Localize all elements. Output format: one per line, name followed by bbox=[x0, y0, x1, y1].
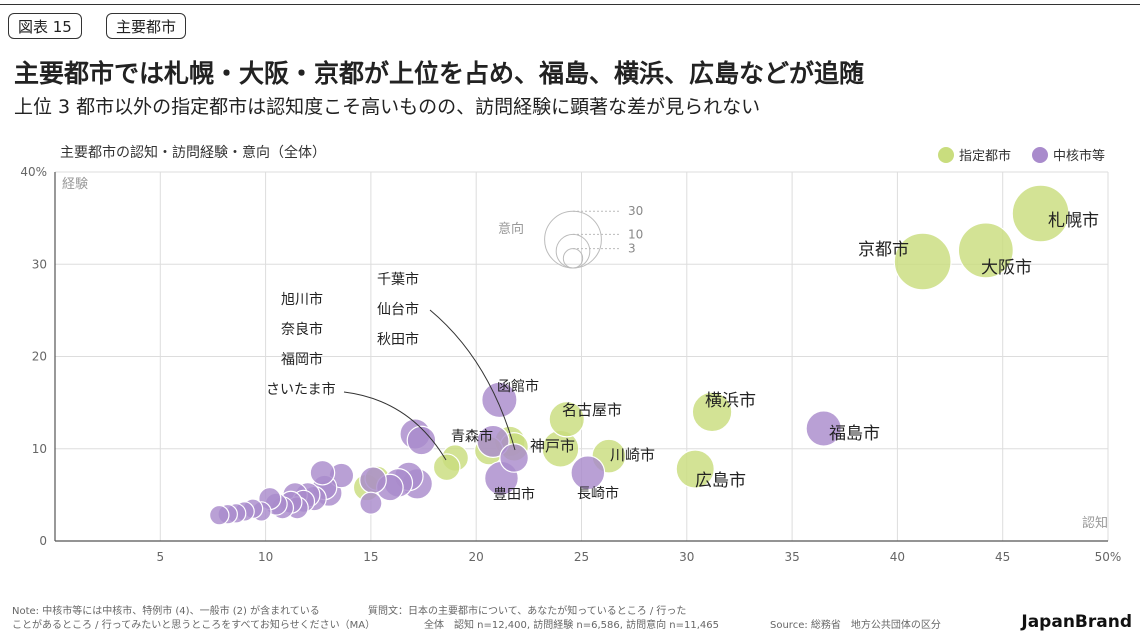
bubble bbox=[476, 424, 510, 458]
bubble bbox=[570, 455, 606, 491]
x-tick-label: 40 bbox=[890, 550, 905, 564]
legend-core-swatch bbox=[1032, 147, 1048, 163]
chart-title: 主要都市の認知・訪問経験・意向（全体） bbox=[60, 144, 326, 161]
size-legend-title: 意向 bbox=[498, 221, 524, 237]
point-label: 京都市 bbox=[858, 240, 909, 260]
bubble bbox=[209, 504, 230, 526]
annotation-leader bbox=[343, 391, 447, 461]
top-rule bbox=[0, 4, 1140, 5]
x-tick-label: 45 bbox=[995, 550, 1010, 564]
annotation-label: 旭川市 bbox=[281, 291, 323, 308]
point-label: 大阪市 bbox=[981, 258, 1032, 278]
subheadline: 上位 3 都市以外の指定都市は認知度こそ高いものの、訪問経験に顕著な差が見られな… bbox=[14, 96, 761, 118]
x-tick-label: 35 bbox=[784, 550, 799, 564]
bubble bbox=[548, 401, 585, 438]
bubble bbox=[675, 449, 715, 489]
size-legend-value: 10 bbox=[628, 227, 643, 241]
legend-core-label: 中核市等 bbox=[1053, 148, 1105, 164]
annotation-leader bbox=[429, 309, 516, 451]
point-label: 神戸市 bbox=[530, 437, 575, 455]
x-tick-label: 10 bbox=[258, 550, 273, 564]
footnote-totals: 全体 認知 n=12,400, 訪問経験 n=6,586, 訪問意向 n=11,… bbox=[424, 620, 720, 631]
bubble bbox=[481, 381, 518, 419]
point-label: 豊田市 bbox=[493, 486, 535, 503]
bubble bbox=[1011, 184, 1070, 243]
y-axis-label: 経験 bbox=[62, 177, 88, 192]
bubble-chart: 主要都市の認知・訪問経験・意向（全体） 指定都市 中核市等 5 10 15 20 25 3… bbox=[20, 144, 1121, 564]
section-tag: 主要都市 bbox=[106, 13, 187, 39]
annotation-label: 仙台市 bbox=[377, 301, 419, 318]
point-label: 広島市 bbox=[695, 471, 746, 491]
footnote-note: Note: 中核市等には中核市、特例市 (4)、一般市 (2) が含まれている bbox=[12, 606, 320, 617]
annotation-label: さいたま市 bbox=[266, 381, 336, 398]
x-tick-label: 5 bbox=[156, 550, 164, 564]
footnote-source: Source: 総務省 地方公共団体の区分 bbox=[770, 620, 941, 631]
x-tick-label: 20 bbox=[469, 550, 484, 564]
bubble bbox=[406, 425, 437, 456]
y-tick-label: 0 bbox=[39, 534, 47, 548]
x-tick-label: 30 bbox=[679, 550, 694, 564]
point-label: 横浜市 bbox=[705, 391, 756, 411]
size-legend-circle bbox=[562, 248, 584, 269]
annotation-label: 秋田市 bbox=[377, 331, 419, 348]
point-label: 福島市 bbox=[829, 424, 880, 444]
point-label: 名古屋市 bbox=[562, 401, 622, 419]
size-legend: 意向 30 103 bbox=[498, 204, 643, 269]
legend: 指定都市 中核市等 bbox=[938, 147, 1105, 164]
legend-designated-label: 指定都市 bbox=[959, 148, 1011, 164]
annotation-label: 千葉市 bbox=[377, 271, 419, 288]
point-label: 長崎市 bbox=[577, 485, 619, 502]
bubble bbox=[691, 391, 733, 433]
size-legend-value: 30 bbox=[628, 204, 643, 218]
x-tick-label: 25 bbox=[574, 550, 589, 564]
size-legend-value: 3 bbox=[628, 242, 636, 256]
legend-designated-swatch bbox=[938, 147, 954, 163]
bubble bbox=[893, 232, 952, 291]
axis-ticks: 5 10 15 20 25 30 35 40 45 50% 0 10 20 30 40% bbox=[20, 165, 1121, 564]
bubble bbox=[359, 491, 383, 515]
y-tick-label: 20 bbox=[32, 350, 47, 364]
point-label: 川崎市 bbox=[610, 446, 655, 464]
size-legend-circle bbox=[555, 233, 591, 269]
annotation-label: 奈良市 bbox=[281, 321, 323, 338]
bubble bbox=[805, 410, 842, 447]
bubble bbox=[309, 459, 336, 486]
x-tick-label: 50% bbox=[1095, 550, 1122, 564]
y-tick-label: 30 bbox=[32, 257, 47, 271]
bubble bbox=[432, 453, 461, 482]
headline: 主要都市では札幌・大阪・京都が上位を占め、福島、横浜、広島などが追随 bbox=[14, 59, 865, 88]
bubble bbox=[957, 222, 1014, 279]
brand-logo: JapanBrand bbox=[1021, 612, 1132, 632]
y-tick-label: 40% bbox=[20, 165, 47, 179]
x-axis-label: 認知 bbox=[1082, 515, 1108, 531]
y-tick-label: 10 bbox=[32, 442, 47, 456]
x-tick-label: 15 bbox=[363, 550, 378, 564]
point-label: 函館市 bbox=[497, 378, 539, 395]
bubble bbox=[499, 443, 529, 473]
point-label: 札幌市 bbox=[1048, 211, 1099, 231]
size-legend-circle bbox=[544, 210, 602, 269]
point-label: 青森市 bbox=[451, 428, 493, 445]
figure-tag: 図表 15 bbox=[8, 13, 82, 39]
bubble bbox=[359, 466, 387, 494]
bubbles bbox=[209, 184, 1070, 526]
footnote-question-cont: ことがあるところ / 行ってみたいと思うところをすべてお知らせください（MA） bbox=[12, 620, 376, 631]
annotation-label: 福岡市 bbox=[281, 351, 323, 368]
footnote-question: 質問文：日本の主要都市について、あなたが知っているところ / 行った bbox=[368, 606, 687, 617]
